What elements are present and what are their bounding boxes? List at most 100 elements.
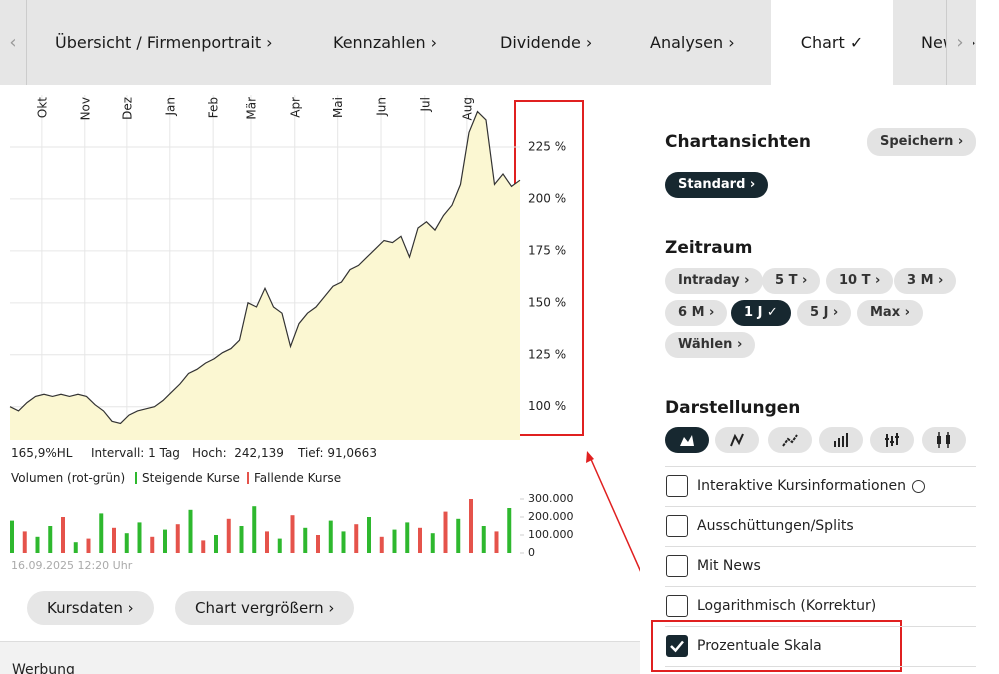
volume-bar (35, 536, 40, 553)
y-tick-label: 200 % (528, 191, 566, 205)
style-bars[interactable] (870, 427, 914, 453)
volume-bar (137, 522, 142, 553)
chart-area: 100 % 125 % 150 % 175 % 200 % 225 % Okt Nov Dez J… (9, 95, 640, 572)
period-chip[interactable]: 3 M › (894, 268, 957, 294)
checkbox[interactable] (666, 515, 688, 537)
price-line (9, 110, 521, 425)
info-low: Tief: 91,0663 (298, 446, 377, 460)
tab[interactable]: Übersicht / Firmenportrait › (55, 33, 273, 52)
option-label: Ausschüttungen/Splits (697, 518, 854, 534)
y-tick-label: 200.000 (528, 510, 574, 523)
x-tick-label: Dez (120, 97, 134, 120)
y-tick-label: 175 % (528, 243, 566, 257)
volume-bar (316, 535, 320, 553)
option-row: Mit News (665, 546, 976, 587)
info-percent: 165,9%HL (11, 446, 73, 460)
timestamp: 16.09.2025 12:20 Uhr (11, 559, 133, 572)
volume-bar (303, 527, 308, 553)
volume-bar (239, 526, 244, 553)
volume-bar (418, 527, 422, 553)
tab-scroll-right[interactable]: › (946, 0, 973, 85)
period-chip[interactable]: 1 J ✓ (731, 300, 791, 326)
volume-bar (379, 536, 384, 553)
checkbox[interactable] (666, 475, 688, 497)
option-row: Interaktive Kursinformationen (665, 466, 976, 507)
period-chip[interactable]: 10 T › (826, 268, 894, 294)
volume-bar (290, 515, 295, 553)
checkbox[interactable] (666, 555, 688, 577)
volume-bar (112, 527, 116, 553)
x-tick-label: Nov (78, 97, 92, 120)
x-tick-label: Aug (460, 97, 474, 120)
period-chip[interactable]: 5 J › (797, 300, 852, 326)
volume-bar (456, 518, 461, 553)
volume-bar (252, 506, 257, 553)
tab-bar: ‹ Übersicht / Firmenportrait › Kennzahlen… (0, 0, 976, 85)
period-chip[interactable]: Wählen › (665, 332, 756, 358)
period-title: Zeitraum (665, 238, 753, 258)
volume-bar (188, 509, 193, 553)
period-chip[interactable]: Max › (857, 300, 923, 326)
x-tick-label: Apr (288, 97, 302, 118)
tab[interactable]: Kennzahlen › (333, 33, 438, 52)
volume-bar (214, 535, 218, 553)
save-button[interactable]: Speichern › (867, 128, 977, 156)
area (10, 111, 520, 440)
y-tick-label: 300.000 (528, 492, 574, 505)
volume-bar (405, 522, 410, 553)
button-kursdaten[interactable]: Kursdaten › (27, 591, 154, 625)
volume-bar (124, 533, 129, 553)
volume-bar (265, 531, 269, 553)
y-tick-label: 100 % (528, 399, 566, 413)
x-tick-label: Jul (418, 97, 432, 112)
ad-label: Werbung (12, 662, 75, 674)
volume-bar (163, 529, 167, 553)
volume-bar (392, 529, 397, 553)
style-ohlc[interactable] (819, 427, 863, 453)
style-candles[interactable] (922, 427, 966, 453)
period-chip[interactable]: 6 M › (665, 300, 728, 326)
checkbox[interactable] (666, 635, 688, 657)
arrow-head (586, 451, 594, 463)
x-tick-label: Mai (331, 97, 345, 118)
tab[interactable]: Chart ✓ (771, 0, 893, 85)
volume-bar (10, 520, 14, 553)
y-tick-label: 225 % (528, 139, 566, 153)
x-tick-label: Jan (163, 97, 177, 117)
option-row-end (665, 666, 976, 667)
annotation-arrow (589, 456, 640, 572)
volume-bar (150, 536, 155, 553)
button-enlarge[interactable]: Chart vergrößern › (175, 591, 355, 625)
volume-bar (73, 542, 78, 553)
volume-bar (481, 526, 486, 553)
y-tick-label: 100.000 (528, 528, 574, 541)
option-label: Logarithmisch (Korrektur) (697, 598, 877, 614)
period-chip[interactable]: 5 T › (762, 268, 821, 294)
volume-bar (494, 531, 499, 553)
highlight-box (651, 620, 902, 672)
option-label: Mit News (697, 558, 761, 574)
volume-bar (175, 524, 180, 553)
style-area[interactable] (665, 427, 709, 453)
checkbox[interactable] (666, 595, 688, 617)
view-chip[interactable]: Standard › (665, 172, 769, 198)
volume-bar (61, 517, 65, 553)
y-tick-label: 125 % (528, 347, 566, 361)
y-tick-label: 150 % (528, 295, 566, 309)
period-chip[interactable]: Intraday › (665, 268, 763, 294)
style-mountain[interactable] (768, 427, 812, 453)
option-row: Logarithmisch (Korrektur) (665, 586, 976, 627)
volume-bar (22, 531, 27, 553)
legend-swatch (247, 472, 249, 484)
volume-bar (507, 508, 512, 553)
ad-area: Werbung (0, 641, 640, 674)
legend-label: Fallende Kurse (254, 471, 342, 485)
info-icon[interactable] (911, 479, 925, 493)
style-line[interactable] (715, 427, 759, 453)
tab-scroll-left[interactable]: ‹ (0, 0, 27, 85)
tab[interactable]: Dividende › (500, 33, 593, 52)
y-tick-label: 0 (528, 546, 535, 559)
tab[interactable]: Analysen › (650, 33, 735, 52)
info-high: Hoch: 242,139 (192, 446, 284, 460)
